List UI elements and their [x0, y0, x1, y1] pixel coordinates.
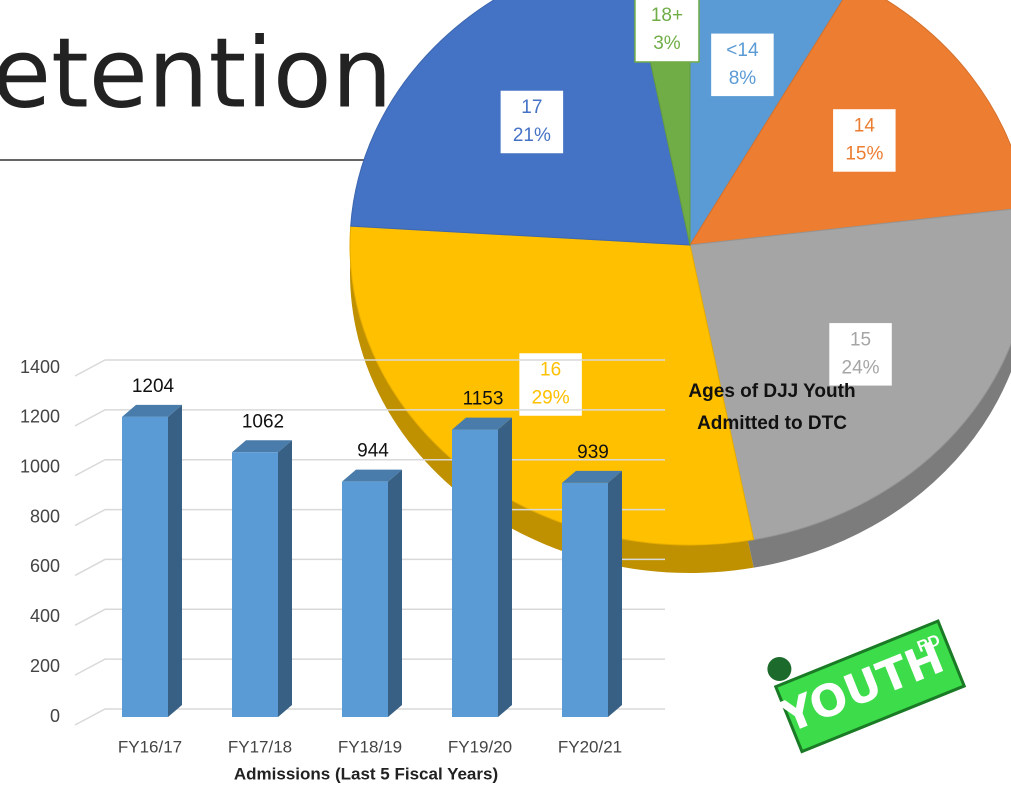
data-label-box — [517, 351, 584, 418]
bar-top — [562, 470, 622, 483]
bar-side — [498, 417, 512, 717]
data-label-value: 29% — [532, 388, 570, 409]
bar-chart: 0 200 400 600 800 1000 1200 1400 1204 FY16/17 1062… — [20, 357, 665, 783]
bar-side — [388, 469, 402, 717]
data-label-box — [831, 107, 898, 174]
y-tick-label: 1200 — [20, 407, 60, 427]
data-label-value: 24% — [842, 357, 880, 378]
data-label-value: 15% — [845, 143, 883, 164]
bar-side — [168, 404, 182, 717]
pie-title: Ages of DJJ Youth Admitted to DTC — [688, 381, 855, 434]
data-label-value: 21% — [513, 125, 551, 146]
data-label-category: 17 — [521, 97, 542, 118]
bar-top — [232, 440, 292, 453]
bar — [562, 482, 608, 717]
y-tick-label: 600 — [30, 556, 60, 576]
x-tick-label: FY16/17 — [118, 737, 182, 756]
data-label-category: 16 — [540, 360, 561, 381]
sign-plate — [773, 619, 967, 754]
bar — [232, 452, 278, 717]
x-tick-label: FY18/19 — [338, 737, 402, 756]
y-tick-label: 800 — [30, 506, 60, 526]
data-label-box — [634, 0, 700, 63]
y-tick-label: 0 — [50, 706, 60, 726]
grid-line — [74, 359, 665, 377]
x-tick-label: FY20/21 — [558, 737, 622, 756]
bar — [342, 481, 388, 717]
bar — [122, 416, 168, 717]
x-tick-label: FY17/18 — [228, 737, 292, 756]
y-tick-label: 1000 — [20, 456, 60, 476]
sign-finial — [767, 657, 792, 682]
data-label-value: 3% — [653, 33, 681, 54]
data-label-category: <14 — [726, 40, 759, 61]
bar-top — [342, 469, 402, 482]
street-sign: YOUTH RD — [767, 619, 967, 754]
data-label-box — [499, 89, 565, 155]
bar-side — [608, 470, 622, 717]
data-label: 1204 — [132, 376, 175, 397]
grid-line — [74, 409, 665, 427]
y-tick-label: 200 — [30, 656, 60, 676]
y-tick-label: 400 — [30, 606, 60, 626]
data-label-category: 18+ — [651, 5, 683, 26]
bar-top — [122, 404, 182, 417]
slide-title: etention — [0, 17, 393, 129]
bar-top — [452, 417, 512, 430]
data-label-box — [827, 321, 894, 388]
data-label-category: 15 — [850, 329, 871, 350]
data-label: 1153 — [463, 389, 504, 410]
bar — [452, 429, 498, 717]
x-tick-label: FY19/20 — [448, 737, 512, 756]
data-label: 944 — [357, 441, 389, 462]
data-label: 939 — [577, 442, 609, 463]
data-label-box — [709, 32, 776, 98]
data-label-value: 8% — [729, 68, 757, 89]
bar-side — [278, 440, 292, 717]
data-label-category: 14 — [854, 115, 876, 136]
pie-chart: <14 8% 14 15% 15 24% 16 29% 17 21% 18+ 3% Ages of DJ… — [349, 0, 1011, 573]
y-tick-label: 1400 — [20, 357, 60, 377]
x-axis-label: Admissions (Last 5 Fiscal Years) — [234, 764, 498, 783]
data-label: 1062 — [242, 411, 284, 432]
